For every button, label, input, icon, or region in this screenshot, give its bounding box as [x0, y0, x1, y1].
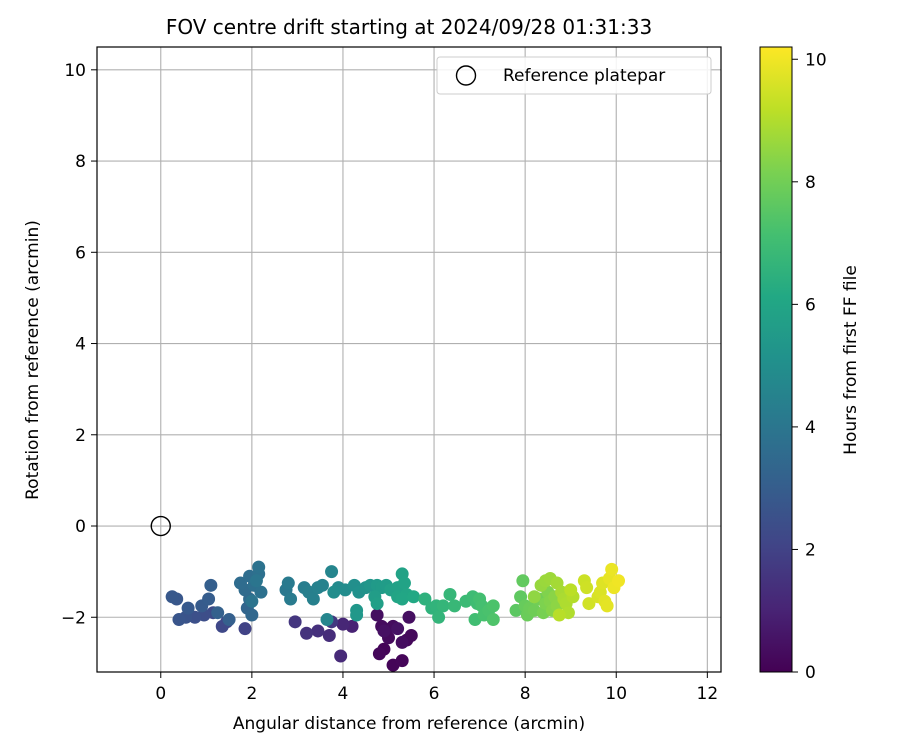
data-point [238, 622, 252, 636]
x-tick-label: 10 [605, 684, 627, 704]
x-tick-label: 4 [338, 684, 349, 704]
data-point [402, 610, 416, 624]
data-point [407, 590, 421, 604]
x-tick-label: 0 [155, 684, 166, 704]
colorbar-tick-label: 8 [805, 173, 816, 193]
data-point [322, 629, 336, 643]
data-point [443, 587, 457, 601]
data-point [172, 613, 186, 627]
data-point [325, 565, 339, 579]
data-point [486, 599, 500, 613]
data-point [397, 576, 411, 590]
plot-frame [96, 46, 722, 673]
data-point [336, 617, 350, 631]
data-point [391, 622, 405, 636]
legend: Reference platepar [436, 56, 712, 95]
data-point [300, 626, 314, 640]
legend-frame [436, 56, 712, 95]
data-point [249, 574, 263, 588]
data-point [612, 574, 626, 588]
data-point [204, 578, 218, 592]
data-point [418, 592, 432, 606]
data-points [150, 515, 626, 672]
data-point [432, 610, 446, 624]
data-point [245, 594, 259, 608]
colorbar-gradient [759, 46, 793, 673]
data-point [436, 599, 450, 613]
colorbar-tick-label: 10 [805, 50, 827, 70]
data-point [486, 613, 500, 627]
data-point [564, 583, 578, 597]
colorbar-tick-label: 0 [805, 663, 816, 683]
data-point [605, 562, 619, 576]
data-point [395, 635, 409, 649]
y-tick-label: 0 [75, 517, 86, 537]
colorbar-tick-label: 4 [805, 418, 816, 438]
data-point [395, 654, 409, 668]
data-point [448, 599, 462, 613]
data-point [552, 608, 566, 622]
colorbar-label: Hours from first FF file [841, 265, 861, 455]
legend-marker [455, 65, 477, 86]
data-point [281, 576, 295, 590]
data-point [580, 581, 594, 595]
y-tick-label: −2 [61, 608, 86, 628]
data-point [370, 597, 384, 611]
data-point [315, 578, 329, 592]
data-point [582, 597, 596, 611]
data-point [306, 592, 320, 606]
data-point [165, 590, 179, 604]
data-point [370, 608, 384, 622]
data-point [202, 592, 216, 606]
y-tick-label: 10 [64, 61, 86, 81]
data-point [233, 576, 247, 590]
data-point [395, 592, 409, 606]
data-point [252, 560, 266, 574]
x-axis-ticks: 0 2 4 6 8 10 12 [155, 672, 718, 704]
data-point [334, 649, 348, 663]
y-axis-label: Rotation from reference (arcmin) [23, 220, 43, 500]
y-axis-ticks: −2 0 2 4 6 8 10 [61, 61, 97, 628]
chart-title: FOV centre drift starting at 2024/09/28 … [166, 15, 652, 39]
data-point [516, 574, 530, 588]
y-tick-label: 2 [75, 426, 86, 446]
data-point [404, 629, 418, 643]
data-point [350, 608, 364, 622]
data-point [320, 613, 334, 627]
data-point [222, 613, 236, 627]
data-point [327, 585, 341, 599]
data-point [181, 601, 195, 615]
colorbar-tick-label: 2 [805, 540, 816, 560]
data-point [311, 624, 325, 638]
x-tick-label: 2 [246, 684, 257, 704]
data-point [245, 608, 259, 622]
data-point [377, 624, 391, 638]
y-tick-label: 4 [75, 335, 86, 355]
x-tick-label: 8 [520, 684, 531, 704]
x-tick-label: 6 [429, 684, 440, 704]
data-point [254, 585, 268, 599]
colorbar-tick-label: 6 [805, 295, 816, 315]
colorbar: 0 2 4 6 8 10 Hours from first FF file [759, 46, 861, 683]
y-tick-label: 6 [75, 243, 86, 263]
data-point [188, 610, 202, 624]
legend-entry-reference: Reference platepar [503, 66, 665, 86]
x-axis-label: Angular distance from reference (arcmin) [233, 714, 585, 734]
data-point [284, 592, 298, 606]
x-tick-label: 12 [697, 684, 719, 704]
data-point [527, 590, 541, 604]
reference-platepar-marker [150, 515, 171, 537]
data-point [600, 599, 614, 613]
data-point [288, 615, 302, 629]
y-tick-label: 8 [75, 152, 86, 172]
colorbar-ticks: 0 2 4 6 8 10 [792, 50, 827, 683]
data-point [211, 606, 225, 620]
data-point [372, 647, 386, 661]
